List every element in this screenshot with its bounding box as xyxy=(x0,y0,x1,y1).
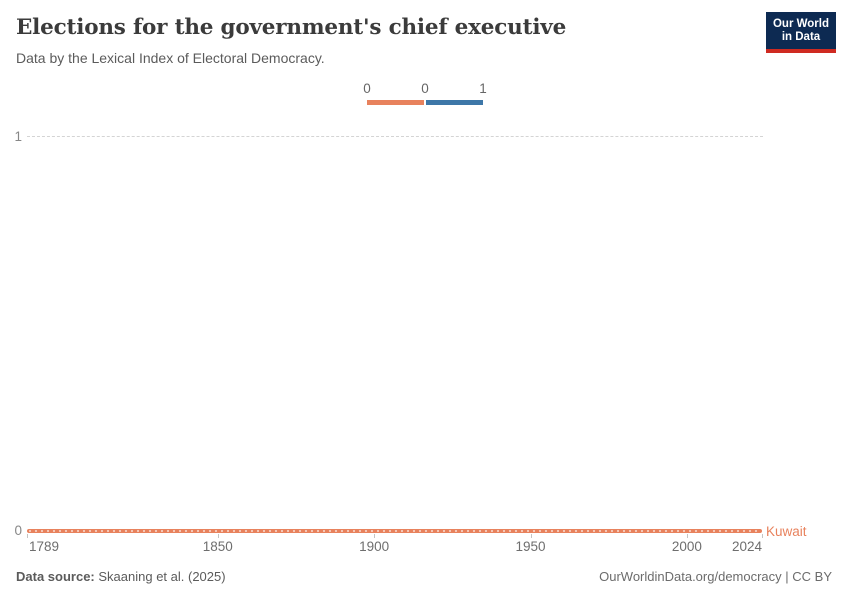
x-tick-mark xyxy=(27,534,28,538)
owid-logo-line1: Our World xyxy=(772,17,829,30)
x-tick-mark xyxy=(530,534,532,538)
x-tick-mark xyxy=(217,534,219,538)
owid-logo: Our World in Data xyxy=(766,12,836,53)
legend-segment-orange[interactable] xyxy=(367,100,424,105)
legend-tick-label-1: 0 xyxy=(421,81,429,96)
series-label-kuwait[interactable]: Kuwait xyxy=(766,524,807,539)
legend-tick-label-2: 1 xyxy=(479,81,487,96)
x-tick-label: 2000 xyxy=(671,539,702,554)
x-tick-mark xyxy=(686,534,688,538)
page-title: Elections for the government's chief exe… xyxy=(16,15,567,40)
data-source-note: Data source: Skaaning et al. (2025) xyxy=(16,569,226,585)
x-tick-label: 2024 xyxy=(731,539,762,554)
data-source-label: Data source: xyxy=(16,569,95,584)
gridline-value-1 xyxy=(27,136,763,137)
x-tick-mark xyxy=(374,534,376,538)
owid-logo-line2: in Data xyxy=(781,30,821,43)
chart-header: Elections for the government's chief exe… xyxy=(16,14,566,67)
y-axis-tick-1: 1 xyxy=(14,129,22,144)
x-tick-mark xyxy=(762,534,763,538)
x-tick-label: 1789 xyxy=(29,539,60,554)
color-scale-legend[interactable]: 0 0 1 xyxy=(363,81,487,105)
legend-tick-label-0: 0 xyxy=(363,81,371,96)
x-tick-label: 1900 xyxy=(359,539,390,554)
license-note[interactable]: OurWorldinData.org/democracy | CC BY xyxy=(599,569,832,584)
x-tick-label: 1950 xyxy=(515,539,546,554)
chart-subtitle: Data by the Lexical Index of Electoral D… xyxy=(16,50,325,66)
y-axis-tick-0: 0 xyxy=(14,523,22,538)
kuwait-series-line[interactable] xyxy=(27,529,762,533)
data-source-value: Skaaning et al. (2025) xyxy=(98,569,226,584)
x-tick-label: 1850 xyxy=(202,539,233,554)
legend-segment-blue[interactable] xyxy=(426,100,483,105)
